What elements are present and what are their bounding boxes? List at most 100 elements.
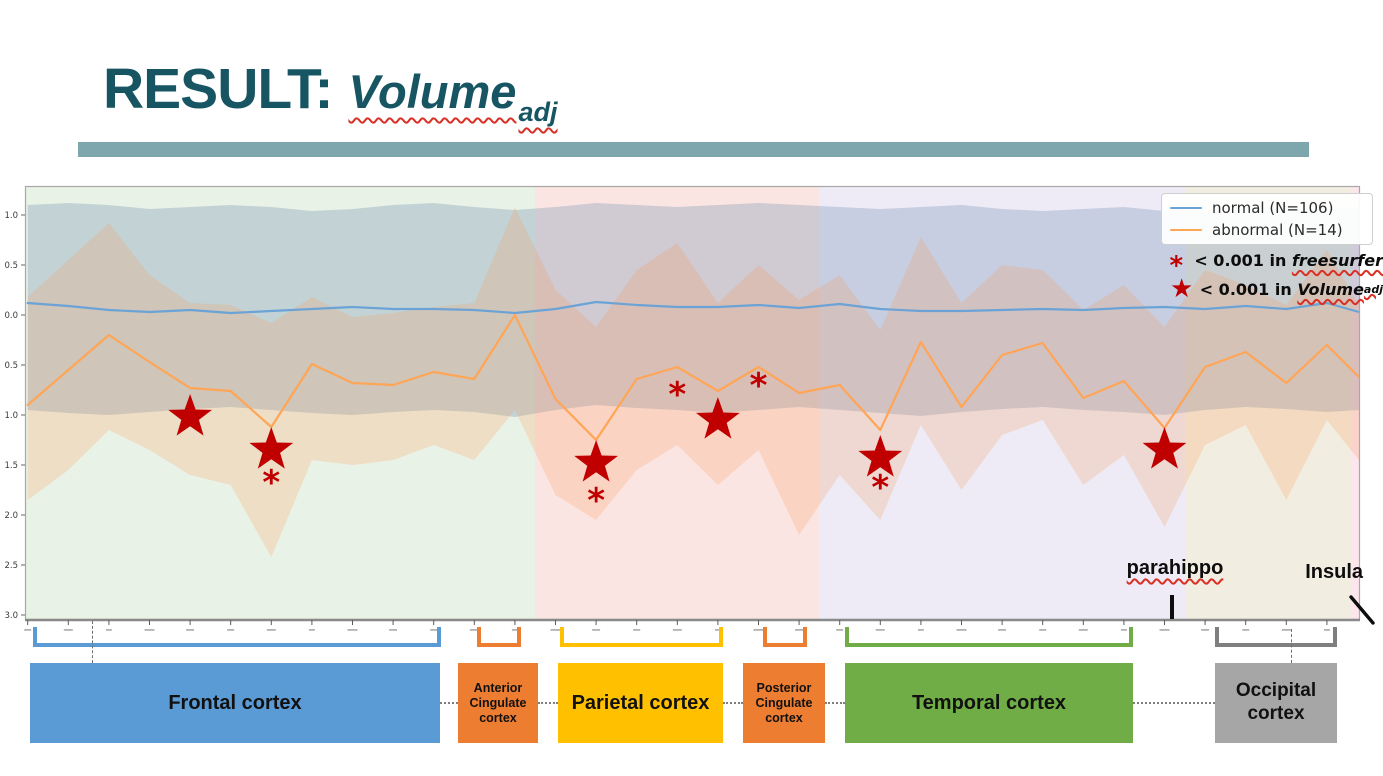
- annotation-insula: Insula: [1305, 561, 1363, 583]
- region-box-occipital-cortex: Occipital cortex: [1215, 663, 1337, 743]
- bracket-occipital-cortex: [1215, 627, 1337, 647]
- asterisk-marker: *: [871, 468, 889, 508]
- y-tick-label: 0.0: [4, 311, 18, 321]
- x-tick-label-micro: [550, 629, 561, 631]
- x-tick-label-micro: [592, 629, 601, 631]
- y-tick-label: 3.0: [4, 611, 18, 621]
- x-tick-label-micro: [753, 629, 764, 631]
- asterisk-marker: *: [668, 375, 686, 415]
- x-tick-label-micro: [672, 629, 682, 631]
- x-tick-label-micro: [511, 629, 518, 631]
- region-connector-dotted: [538, 702, 558, 704]
- significance-note-freesurfer: * < 0.001 in freesurfer: [1158, 247, 1383, 280]
- x-tick-label-micro: [956, 629, 967, 631]
- y-tick-label: 1.0: [4, 211, 18, 221]
- title-accent-bar: [78, 142, 1309, 157]
- abnormal-line: [26, 313, 1361, 442]
- x-tick-label-micro: [1159, 629, 1170, 631]
- x-tick-label-micro: [917, 629, 924, 631]
- x-tick-label-micro: [836, 629, 844, 631]
- axis-to-box-dotted-line: [92, 621, 93, 663]
- asterisk-marker: *: [587, 481, 605, 521]
- x-tick-label-micro: [1242, 629, 1250, 631]
- region-box-frontal-cortex: Frontal cortex: [30, 663, 440, 743]
- star-marker: [696, 397, 740, 439]
- x-tick-label-micro: [389, 629, 398, 631]
- note-text: < 0.001 in: [1199, 279, 1298, 299]
- region-box-parietal-cortex: Parietal cortex: [558, 663, 723, 743]
- bg-band-parahippo-occipital: [1185, 187, 1351, 619]
- x-tick-label-micro: [186, 629, 195, 631]
- note-emphasis: Volume: [1297, 279, 1364, 299]
- normal-line: [26, 300, 1361, 315]
- x-tick-label-micro: [998, 629, 1007, 631]
- x-tick-label-micro: [1039, 629, 1047, 631]
- title-prefix: RESULT:: [103, 57, 333, 121]
- region-box-posterior-cingulate-cortex: Posterior Cingulate cortex: [743, 663, 825, 743]
- star-marker: [249, 427, 294, 469]
- x-tick-label-micro: [347, 629, 358, 631]
- axis-to-box-dotted-line: [1291, 629, 1292, 663]
- x-tick-label-micro: [24, 629, 32, 631]
- region-box-anterior-cingulate-cortex: Anterior Cingulate cortex: [458, 663, 538, 743]
- star-marker: [168, 394, 212, 436]
- x-tick-label-micro: [266, 629, 276, 631]
- note-subscript: adj: [1363, 282, 1383, 296]
- star-marker: [574, 440, 618, 482]
- plot-canvas: * * * * * 1.0 0.5 0.0 0.5 1.0 1.5 2.0 2.5 3.0: [4, 185, 1361, 631]
- x-tick-label-micro: [144, 629, 155, 631]
- note-emphasis: freesurfer: [1291, 250, 1383, 270]
- legend-item-abnormal: abnormal (N=14): [1170, 221, 1364, 239]
- bg-band-right-edge: [1351, 187, 1360, 619]
- y-tick-label: 0.5: [4, 361, 18, 371]
- star-marker: [1142, 427, 1187, 469]
- y-tick-label: 2.5: [4, 561, 18, 571]
- note-text: < 0.001 in: [1194, 250, 1292, 270]
- title-subscript: adj: [518, 97, 558, 127]
- x-tick-label-micro: [714, 629, 721, 631]
- x-tick-label-micro: [1323, 629, 1330, 631]
- star-marker: [858, 435, 903, 477]
- parahippo-pointer-tick: [1170, 595, 1174, 619]
- x-tick-label-micro: [308, 629, 315, 631]
- legend-label: normal (N=106): [1212, 199, 1334, 217]
- bracket-temporal-cortex: [845, 627, 1133, 647]
- bracket-frontal-cortex: [33, 627, 441, 647]
- region-connector-dotted: [723, 702, 743, 704]
- bracket-parietal-cortex: [560, 627, 723, 647]
- bg-band-temporal: [819, 187, 1185, 619]
- x-tick-label-micro: [1201, 629, 1210, 631]
- chart-legend: normal (N=106) abnormal (N=14): [1161, 193, 1373, 245]
- insula-pointer-line: [1349, 595, 1375, 625]
- bracket-posterior-cingulate-cortex: [763, 627, 807, 647]
- bracket-anterior-cingulate-cortex: [477, 627, 521, 647]
- normal-confidence-band: [27, 203, 1360, 417]
- legend-line-sample: [1170, 228, 1202, 232]
- asterisk-marker: *: [262, 463, 280, 503]
- region-connector-dotted: [440, 702, 458, 704]
- legend-item-normal: normal (N=106): [1170, 199, 1364, 217]
- abnormal-confidence-band: [27, 207, 1360, 557]
- significance-note-volume-adj: ★ < 0.001 in Volume adj: [1164, 276, 1383, 302]
- region-box-temporal-cortex: Temporal cortex: [845, 663, 1133, 743]
- y-tick-label: 0.5: [4, 261, 18, 271]
- y-tick-label: 1.0: [4, 411, 18, 421]
- asterisk-icon: *: [1169, 251, 1184, 281]
- x-tick-label-micro: [1281, 629, 1291, 631]
- x-tick-label-micro: [63, 629, 73, 631]
- slide-title: RESULT: Volume adj: [103, 56, 557, 127]
- title-word: Volume: [348, 65, 517, 118]
- annotation-parahippo: parahippo: [1126, 557, 1224, 579]
- x-tick-label-micro: [875, 629, 885, 631]
- x-tick-label-micro: [795, 629, 804, 631]
- region-connector-dotted: [1133, 702, 1215, 704]
- x-tick-label-micro: [1120, 629, 1127, 631]
- y-tick-label: 2.0: [4, 511, 18, 521]
- x-tick-label-micro: [105, 629, 112, 631]
- line-chart: * * * * * 1.0 0.5 0.0 0.5 1.0 1.5 2.0 2.5 3.0 normal …: [4, 185, 1383, 631]
- x-tick-label-micro: [227, 629, 235, 631]
- bg-band-frontal: [25, 187, 535, 619]
- x-tick-label-micro: [430, 629, 438, 631]
- star-icon: ★: [1170, 274, 1194, 304]
